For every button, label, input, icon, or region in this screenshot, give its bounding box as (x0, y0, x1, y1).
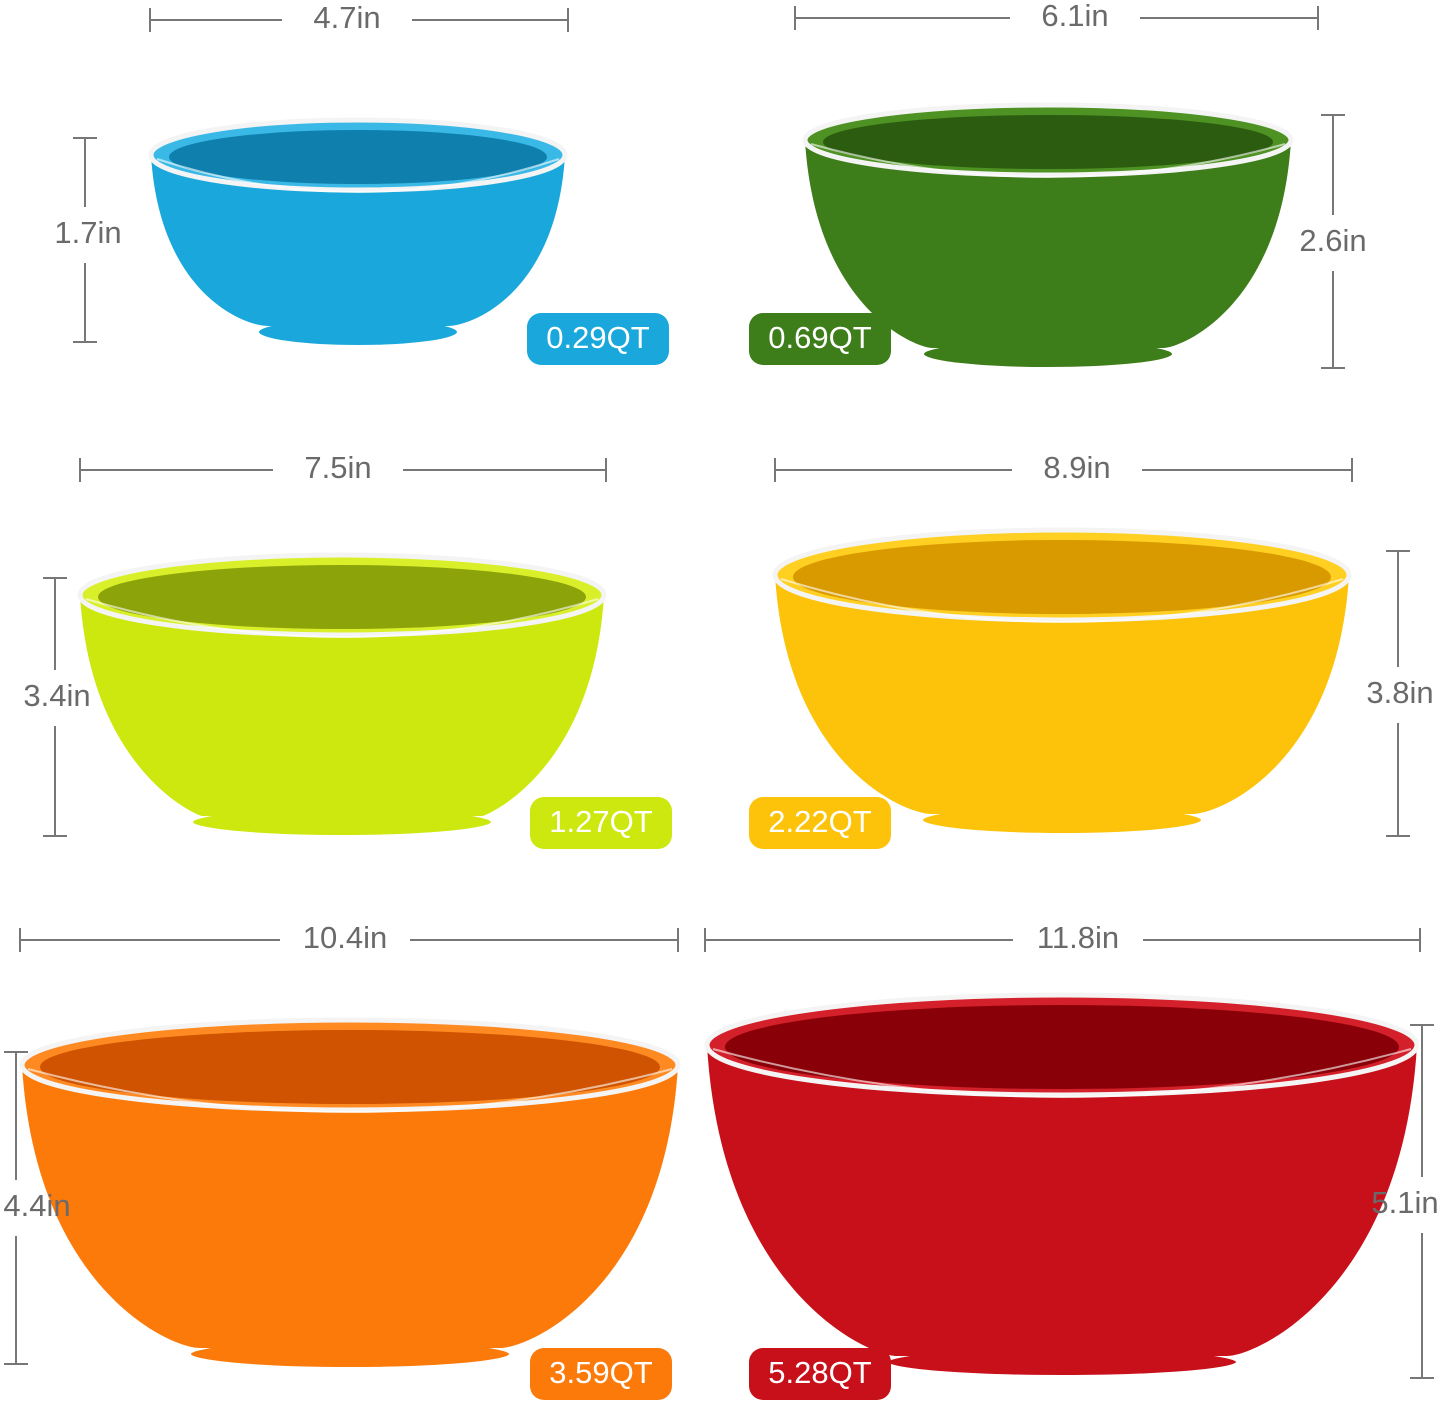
label-gap (1394, 667, 1402, 723)
capacity-badge (527, 313, 669, 365)
capacity-badge (749, 1348, 891, 1400)
width-label: 6.1in (1041, 0, 1108, 33)
capacity-label: 0.69QT (768, 320, 871, 355)
bowl-rim-edge (156, 158, 560, 193)
bowl-inside (823, 115, 1273, 169)
width-label: 11.8in (1037, 920, 1119, 955)
label-gap (282, 0, 412, 40)
bowl-item: 6.1in 2.6in 0.69QT (749, 0, 1367, 369)
bowl-item: 7.5in 3.4in 1.27QT (23, 450, 672, 849)
label-gap (51, 670, 59, 726)
bowl-body (80, 595, 604, 816)
capacity-label: 2.22QT (768, 804, 871, 839)
bowl-body (151, 155, 565, 326)
label-gap (1329, 215, 1337, 271)
capacity-label: 3.59QT (549, 1355, 652, 1390)
capacity-badge (530, 797, 672, 849)
label-gap (81, 207, 89, 263)
height-label: 3.4in (23, 678, 90, 713)
label-gap (1013, 920, 1143, 960)
bowl-body (805, 140, 1291, 348)
height-label: 3.8in (1366, 675, 1433, 710)
width-label: 4.7in (313, 0, 380, 35)
height-label: 1.7in (54, 215, 121, 250)
label-gap (1010, 0, 1140, 38)
label-gap (1418, 1177, 1426, 1233)
height-label: 2.6in (1299, 223, 1366, 258)
height-label: 4.4in (3, 1188, 70, 1223)
label-gap (273, 450, 403, 490)
bowl-inside (98, 565, 586, 629)
bowl-inside (793, 540, 1331, 614)
capacity-badge (530, 1348, 672, 1400)
bowl-item: 8.9in 3.8in 2.22QT (749, 450, 1434, 849)
label-gap (1012, 450, 1142, 490)
width-label: 8.9in (1043, 450, 1110, 485)
capacity-label: 1.27QT (549, 804, 652, 839)
capacity-badge (749, 797, 891, 849)
capacity-badge (749, 313, 891, 365)
bowl-inside (40, 1030, 660, 1104)
bowl-body (22, 1065, 678, 1348)
width-label: 7.5in (304, 450, 371, 485)
bowl-rim-edge (27, 1068, 673, 1113)
bowl-rim-edge (780, 578, 1344, 623)
capacity-label: 5.28QT (768, 1355, 871, 1390)
width-label: 10.4in (303, 920, 387, 955)
bowl-body (775, 575, 1349, 814)
bowl-rim-edge (712, 1048, 1412, 1098)
bowl-body (707, 1045, 1417, 1356)
bowl-rim-edge (85, 598, 599, 638)
label-gap (280, 920, 410, 960)
height-label: 5.1in (1371, 1185, 1438, 1220)
capacity-label: 0.29QT (546, 320, 649, 355)
bowl-inside (725, 1005, 1399, 1089)
bowl-inside (169, 130, 547, 184)
bowl-item: 10.4in 4.4in 3.59QT (3, 920, 681, 1400)
label-gap (12, 1180, 20, 1236)
bowl-item: 4.7in 1.7in 0.29QT (54, 0, 669, 365)
bowl-item: 11.8in 5.1in 5.28QT (704, 920, 1439, 1400)
bowl-rim-edge (810, 143, 1286, 178)
